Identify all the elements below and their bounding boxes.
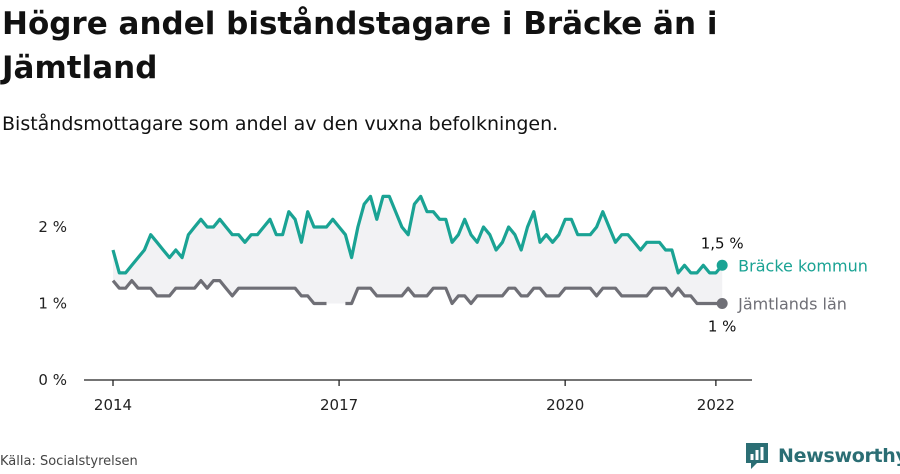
y-tick-label: 2 % <box>38 218 67 236</box>
series-jamtland <box>111 279 728 309</box>
source-note: Källa: Socialstyrelsen <box>0 454 138 469</box>
x-tick-label: 2022 <box>697 396 735 414</box>
series-end-point-jamtland <box>716 298 728 309</box>
difference-band <box>113 196 723 304</box>
y-tick-label: 0 % <box>38 371 67 389</box>
series-line-bracke <box>111 194 724 275</box>
y-tick-label: 1 % <box>38 295 67 313</box>
newsworthy-logo-icon <box>746 443 768 469</box>
band-layer <box>113 196 723 304</box>
series-name-label-bracke: Bräcke kommun <box>738 256 868 275</box>
end-value-label-jamtland: 1 % <box>708 318 737 336</box>
series-bracke <box>111 194 728 275</box>
series-name-label-jamtland: Jämtlands län <box>737 295 847 314</box>
chart-title: Högre andel biståndstagare i Bräcke än i… <box>2 6 718 86</box>
series-line-jamtland <box>345 286 723 306</box>
end-value-label-bracke: 1,5 % <box>701 234 744 252</box>
axis-layer: 0 % 1 % 2 % 2014 2017 2020 2022 <box>38 218 752 414</box>
brand-logo: Newsworthy <box>744 441 900 471</box>
brand-name: Newsworthy <box>778 445 900 467</box>
x-tick-label: 2017 <box>320 396 358 414</box>
chart-subtitle: Biståndsmottagare som andel av den vuxna… <box>2 113 559 135</box>
series-layer <box>111 194 728 309</box>
x-tick-label: 2020 <box>546 396 584 414</box>
series-end-point-bracke <box>716 259 728 271</box>
x-tick-label: 2014 <box>94 396 132 414</box>
series-line-jamtland <box>111 279 327 306</box>
